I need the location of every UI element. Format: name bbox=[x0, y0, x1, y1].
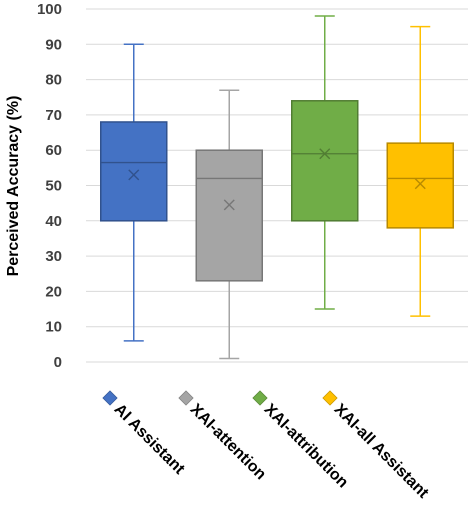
legend-marker bbox=[178, 390, 194, 406]
y-tick-label: 30 bbox=[45, 248, 62, 265]
legend-marker bbox=[322, 390, 338, 406]
y-tick-label: 10 bbox=[45, 319, 62, 336]
mean-marker-stroke bbox=[128, 169, 140, 181]
y-tick-label: 40 bbox=[45, 213, 62, 230]
y-axis-tick-labels: 0 10 20 30 40 50 60 70 80 90 100 bbox=[37, 1, 62, 371]
box-3 bbox=[291, 15, 359, 310]
legend-label: XAI-all Assistant bbox=[331, 401, 432, 502]
mean-marker bbox=[128, 169, 140, 181]
box-4 bbox=[386, 25, 454, 317]
iqr-box bbox=[386, 142, 454, 229]
legend-label: XAI-attention bbox=[187, 401, 269, 483]
y-tick-label: 0 bbox=[54, 354, 62, 371]
mean-marker bbox=[223, 199, 235, 211]
legend-label: AI Assistant bbox=[111, 401, 188, 478]
mean-marker bbox=[319, 148, 331, 160]
box-series bbox=[100, 15, 454, 360]
legend: AI Assistant XAI-attentionXAI-attribution… bbox=[102, 390, 432, 502]
y-axis-label: Perceived Accuracy (%) bbox=[5, 96, 22, 277]
mean-marker-stroke bbox=[414, 178, 426, 190]
iqr-box bbox=[100, 121, 168, 222]
mean-marker-stroke bbox=[319, 148, 331, 160]
iqr-box bbox=[195, 149, 263, 282]
mean-marker-stroke bbox=[223, 199, 235, 211]
box-2 bbox=[195, 89, 263, 360]
box-1 bbox=[100, 43, 168, 342]
legend-marker bbox=[102, 390, 118, 406]
legend-marker bbox=[252, 390, 268, 406]
y-tick-label: 100 bbox=[37, 1, 62, 18]
iqr-box bbox=[291, 100, 359, 222]
y-tick-label: 20 bbox=[45, 283, 62, 300]
y-tick-label: 90 bbox=[45, 36, 62, 53]
y-tick-label: 50 bbox=[45, 178, 62, 195]
y-tick-label: 70 bbox=[45, 107, 62, 124]
y-tick-label: 80 bbox=[45, 72, 62, 89]
legend-entry-1: AI Assistant bbox=[102, 390, 188, 478]
legend-entry-3: XAI-attribution bbox=[252, 390, 351, 491]
legend-entry-2: XAI-attention bbox=[178, 390, 269, 483]
y-tick-label: 60 bbox=[45, 142, 62, 159]
mean-marker bbox=[414, 178, 426, 190]
